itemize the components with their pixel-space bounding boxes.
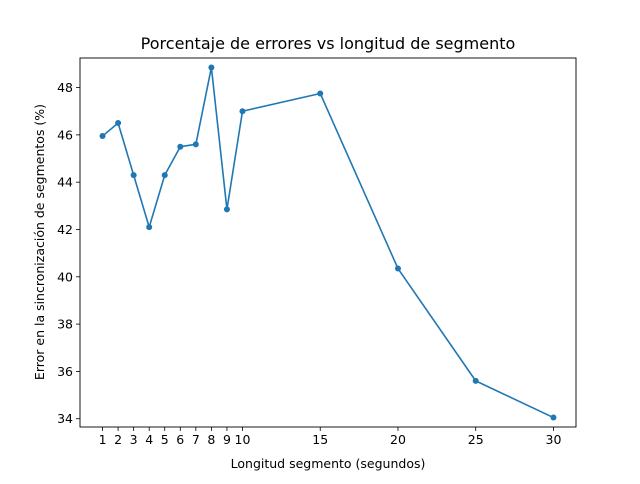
y-tick-label-34: 34 [57, 411, 73, 426]
x-tick-label-20: 20 [390, 432, 406, 447]
y-tick-label-40: 40 [57, 269, 73, 284]
data-point-7 [192, 141, 199, 148]
data-point-3 [130, 172, 137, 179]
y-tick-label-36: 36 [57, 364, 73, 379]
y-tick-label-48: 48 [57, 80, 73, 95]
data-point-6 [177, 143, 184, 150]
data-point-8 [208, 64, 215, 71]
chart-title: Porcentaje de errores vs longitud de seg… [141, 34, 516, 53]
data-point-30 [550, 414, 557, 421]
x-tick-label-1: 1 [99, 432, 107, 447]
series-line-0 [102, 66, 554, 419]
x-tick-label-10: 10 [235, 432, 251, 447]
data-point-4 [146, 224, 153, 231]
x-tick-label-25: 25 [468, 432, 484, 447]
data-point-9 [223, 206, 230, 213]
x-tick-label-5: 5 [161, 432, 169, 447]
x-tick-label-6: 6 [176, 432, 184, 447]
x-tick-label-9: 9 [223, 432, 231, 447]
data-point-1 [99, 133, 106, 140]
data-point-25 [472, 377, 479, 384]
plot-frame [79, 57, 577, 428]
x-tick-label-3: 3 [130, 432, 138, 447]
x-tick-label-4: 4 [145, 432, 153, 447]
data-point-10 [239, 108, 246, 115]
y-axis-label: Error en la sincronización de segmentos … [32, 104, 47, 380]
x-tick-label-8: 8 [207, 432, 215, 447]
y-tick-label-46: 46 [57, 127, 73, 142]
y-tick-label-44: 44 [57, 175, 73, 190]
data-point-2 [115, 120, 122, 127]
y-tick-label-42: 42 [57, 222, 73, 237]
data-point-15 [317, 90, 324, 97]
data-point-5 [161, 172, 168, 179]
x-axis-label: Longitud segmento (segundos) [231, 456, 426, 471]
x-tick-label-7: 7 [192, 432, 200, 447]
x-tick-label-2: 2 [114, 432, 122, 447]
x-tick-label-15: 15 [312, 432, 328, 447]
y-tick-label-38: 38 [57, 317, 73, 332]
x-tick-label-30: 30 [546, 432, 562, 447]
data-point-20 [394, 265, 401, 272]
